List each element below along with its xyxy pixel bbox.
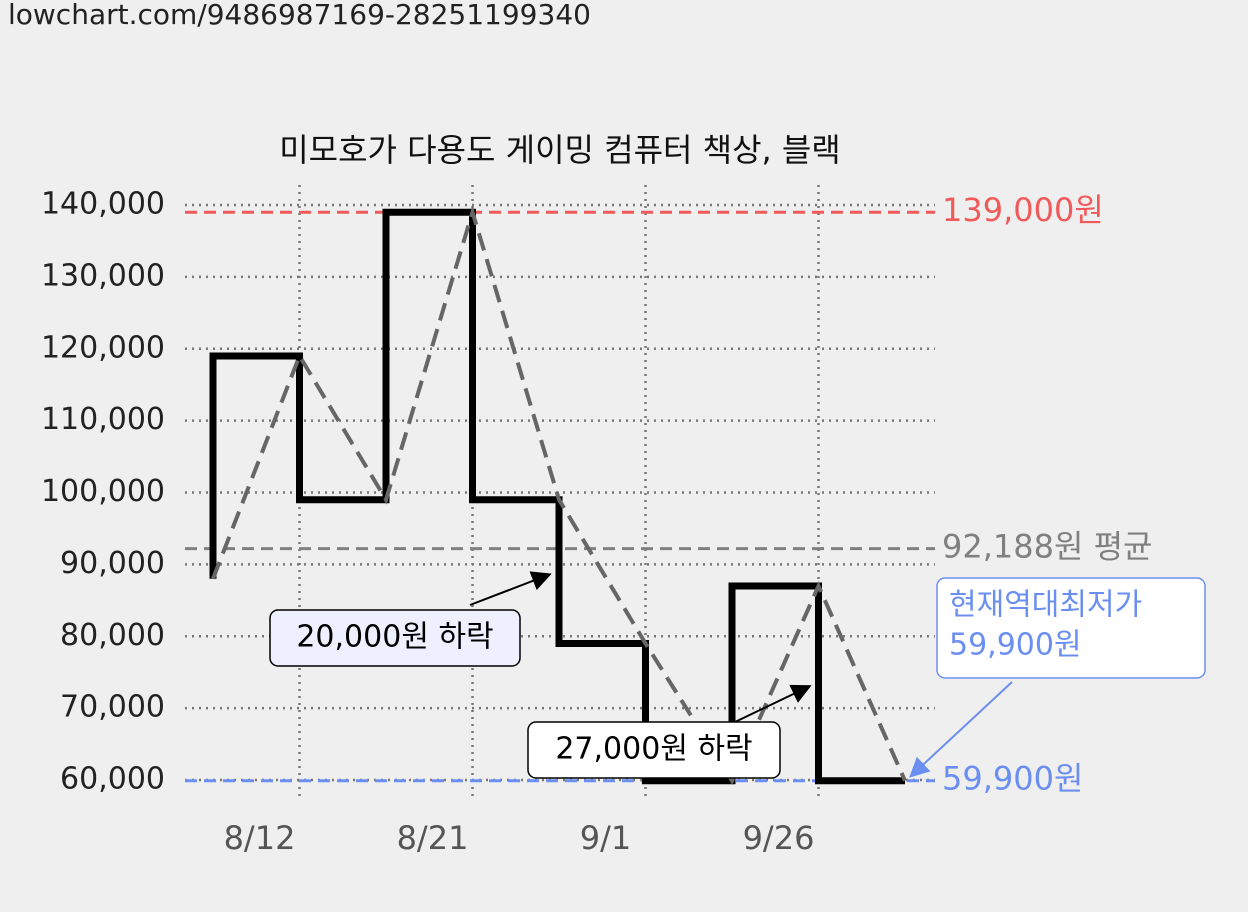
annotation-box	[936, 577, 1206, 679]
annotation-arrow	[734, 684, 812, 723]
reference-label: 59,900원	[942, 760, 1083, 798]
y-tick-label: 60,000	[60, 762, 165, 797]
x-tick-label: 8/21	[397, 819, 469, 857]
annotation-text: 20,000원 하락	[296, 620, 493, 655]
y-tick-label: 90,000	[60, 546, 165, 581]
annotation-box	[527, 721, 781, 779]
annotation-text: 27,000원 하락	[555, 732, 752, 767]
x-tick-label: 9/26	[743, 819, 815, 857]
x-tick-label: 8/12	[224, 819, 296, 857]
x-tick-label: 9/1	[580, 819, 632, 857]
trend-line	[211, 205, 907, 785]
annotation-box	[269, 609, 521, 667]
annotation-arrow	[909, 681, 1013, 778]
y-tick-label: 70,000	[60, 690, 165, 725]
y-tick-label: 80,000	[60, 618, 165, 653]
y-tick-label: 130,000	[41, 258, 165, 293]
annotation-text: 59,900원	[949, 628, 1082, 663]
y-tick-label: 140,000	[41, 187, 165, 222]
chart-title: 미모호가 다용도 게이밍 컴퓨터 책상, 블랙	[279, 131, 841, 169]
annotation-text: 현재역대최저가	[949, 588, 1142, 623]
reference-label: 139,000원	[942, 191, 1104, 229]
y-tick-label: 100,000	[41, 474, 165, 509]
reference-label: 92,188원 평균	[942, 528, 1152, 566]
y-tick-label: 110,000	[41, 402, 165, 437]
url: lowchart.com/9486987169-28251199340	[8, 0, 591, 31]
annotation-arrow	[469, 571, 552, 606]
y-tick-label: 120,000	[41, 330, 165, 365]
